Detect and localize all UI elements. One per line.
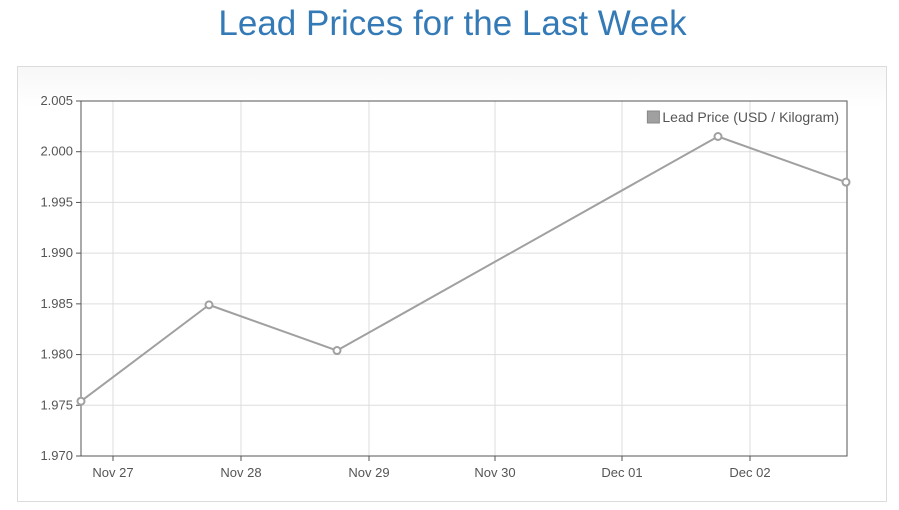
y-axis-ticks: 1.970 1.975 1.980 1.985 1.990 1.995 2.000 2.005 bbox=[40, 93, 81, 463]
page-title: Lead Prices for the Last Week bbox=[218, 4, 687, 43]
x-tick-label: Nov 30 bbox=[474, 465, 515, 480]
legend-label: Lead Price (USD / Kilogram) bbox=[662, 109, 839, 125]
y-tick-label: 1.970 bbox=[40, 448, 73, 463]
data-point[interactable] bbox=[332, 346, 342, 356]
data-point[interactable] bbox=[204, 300, 214, 310]
data-point[interactable] bbox=[841, 177, 851, 187]
plot-frame bbox=[80, 100, 848, 457]
x-tick-label: Nov 27 bbox=[92, 465, 133, 480]
legend-swatch bbox=[646, 110, 660, 124]
data-point[interactable] bbox=[76, 396, 86, 406]
y-tick-label: 1.995 bbox=[40, 194, 73, 209]
x-tick-label: Nov 29 bbox=[348, 465, 389, 480]
x-axis-ticks: Nov 27 Nov 28 Nov 29 Nov 30 Dec 01 Dec 02 bbox=[92, 456, 771, 480]
x-tick-label: Nov 28 bbox=[220, 465, 261, 480]
x-tick-label: Dec 01 bbox=[601, 465, 642, 480]
series-layer bbox=[76, 132, 851, 406]
y-tick-label: 2.005 bbox=[40, 93, 73, 108]
x-tick-label: Dec 02 bbox=[729, 465, 770, 480]
y-tick-label: 1.980 bbox=[40, 347, 73, 362]
legend: Lead Price (USD / Kilogram) bbox=[646, 109, 839, 125]
data-point[interactable] bbox=[713, 132, 723, 141]
y-tick-label: 1.975 bbox=[40, 397, 73, 412]
y-tick-label: 1.985 bbox=[40, 296, 73, 311]
y-tick-label: 2.000 bbox=[40, 144, 73, 159]
y-tick-label: 1.990 bbox=[40, 245, 73, 260]
